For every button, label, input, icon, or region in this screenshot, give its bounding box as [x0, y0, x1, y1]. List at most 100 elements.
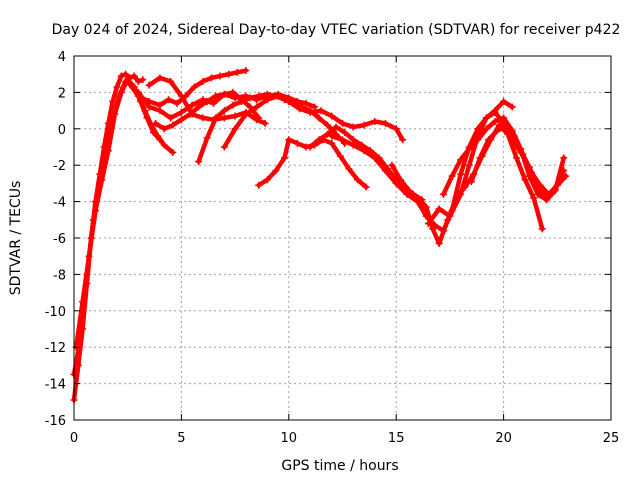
data-point: [446, 212, 454, 220]
data-point: [336, 152, 344, 160]
data-point: [510, 132, 518, 140]
data-point: [534, 190, 542, 198]
data-point: [362, 183, 370, 191]
data-point: [207, 74, 215, 82]
data-point: [220, 114, 228, 122]
data-point: [203, 98, 211, 105]
data-point: [124, 77, 132, 85]
data-point: [242, 67, 250, 75]
data-point: [457, 190, 465, 198]
data-point: [210, 99, 218, 107]
data-point: [253, 103, 261, 111]
data-point: [392, 125, 400, 133]
data-point: [79, 298, 87, 306]
data-point: [388, 161, 396, 169]
data-point: [233, 68, 241, 76]
data-point: [225, 70, 233, 78]
data-point: [360, 121, 368, 129]
data-point: [238, 98, 246, 105]
data-point: [399, 136, 407, 144]
data-point: [160, 141, 168, 149]
data-point: [149, 128, 157, 136]
data-point: [263, 96, 271, 104]
y-tick-label: -4: [53, 196, 66, 211]
y-tick-label: -16: [45, 414, 66, 429]
data-point: [195, 158, 203, 166]
data-point: [457, 170, 465, 178]
data-point: [545, 190, 553, 198]
data-point: [439, 190, 447, 198]
data-point: [156, 74, 164, 82]
y-axis-title: SDTVAR / TECUs: [8, 181, 24, 296]
data-point: [152, 119, 160, 127]
data-point: [339, 119, 346, 127]
y-axis-ticks: -16 -14 -12 -10 -8 -6 -4 -2 0 2 4: [45, 50, 611, 429]
data-point: [242, 110, 250, 118]
chart-title: Day 024 of 2024, Sidereal Day-to-day VTE…: [52, 22, 621, 38]
data-point: [323, 130, 331, 138]
data-point: [272, 167, 280, 175]
data-point: [117, 88, 125, 96]
data-point: [167, 77, 175, 85]
data-point: [508, 103, 516, 111]
data-point: [177, 108, 185, 116]
data-point: [98, 176, 106, 184]
data-point: [491, 118, 499, 126]
data-point: [405, 187, 413, 195]
data-point: [231, 125, 239, 133]
y-tick-label: -6: [53, 232, 66, 247]
x-axis-title: GPS time / hours: [281, 458, 398, 474]
data-point: [203, 134, 211, 142]
x-tick-label: 25: [603, 431, 620, 446]
y-tick-label: 4: [58, 50, 66, 65]
data-point: [341, 128, 349, 136]
data-point: [167, 114, 175, 122]
y-tick-label: -12: [45, 341, 66, 356]
data-point: [199, 114, 207, 122]
data-point: [188, 101, 196, 109]
data-point: [435, 205, 443, 213]
data-point: [465, 145, 473, 153]
data-point: [435, 239, 443, 247]
data-point: [246, 94, 254, 102]
data-point: [302, 99, 310, 107]
data-point: [403, 190, 411, 198]
data-point: [371, 154, 379, 162]
data-point: [130, 72, 138, 80]
data-point: [543, 196, 551, 204]
data-point: [371, 118, 379, 126]
data-point: [117, 72, 125, 80]
data-point: [306, 143, 314, 151]
data-point: [354, 176, 362, 184]
data-point: [255, 114, 263, 122]
data-point: [457, 156, 465, 164]
data-point: [528, 168, 536, 176]
data-point: [476, 154, 484, 162]
data-point: [195, 103, 203, 111]
data-point: [91, 207, 99, 215]
data-point: [143, 114, 151, 122]
data-point: [360, 147, 368, 155]
data-point: [220, 90, 228, 98]
data-point: [255, 181, 263, 189]
data-point: [199, 77, 207, 85]
data-point: [229, 88, 237, 96]
data-point: [485, 136, 493, 144]
data-point: [220, 107, 228, 115]
series-arc-3: [73, 77, 163, 350]
data-point: [349, 141, 357, 149]
data-point: [317, 107, 325, 115]
data-point: [285, 136, 293, 144]
x-tick-label: 10: [281, 431, 298, 446]
data-point: [500, 114, 508, 122]
data-point: [493, 127, 501, 135]
data-point: [491, 108, 499, 116]
data-point: [156, 136, 164, 144]
data-point: [392, 179, 400, 187]
data-point: [448, 172, 456, 180]
data-point: [231, 112, 239, 120]
data-point: [474, 136, 482, 144]
data-point: [519, 150, 527, 158]
data-point: [560, 154, 568, 162]
x-tick-label: 5: [177, 431, 185, 446]
